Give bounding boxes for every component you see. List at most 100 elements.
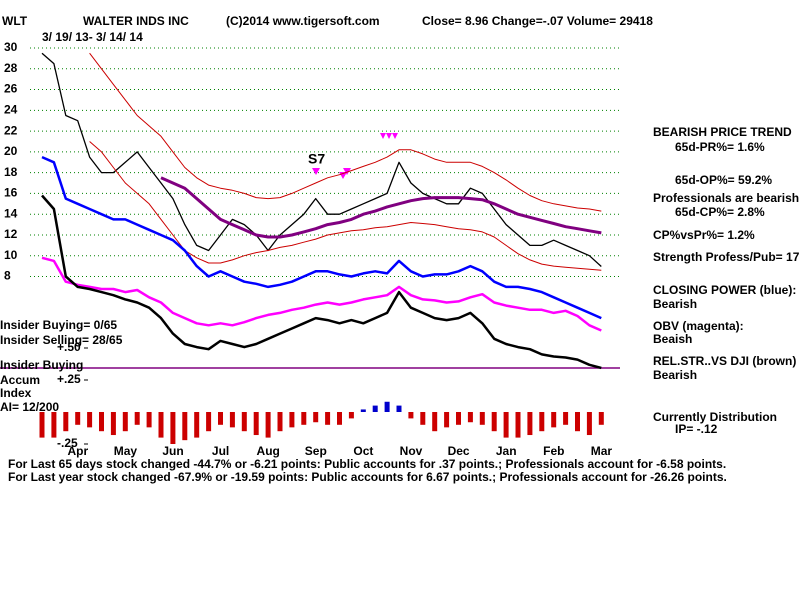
signal: S7	[308, 151, 325, 167]
x-tick-label: Jan	[496, 444, 517, 458]
right-note: 65d-CP%= 2.8%	[675, 205, 765, 219]
right-note: Bearish	[653, 368, 697, 382]
y-tick-label: 8	[4, 269, 11, 283]
x-tick-label: May	[114, 444, 138, 458]
x-tick-label: Jul	[212, 444, 229, 458]
ticker: WLT	[2, 14, 28, 28]
bar	[432, 412, 438, 432]
left-note: Insider Buying	[0, 358, 83, 372]
bar	[301, 412, 307, 425]
bar	[110, 412, 116, 436]
bar	[360, 409, 366, 412]
x-tick-label: Jun	[162, 444, 183, 458]
series-line	[41, 256, 602, 332]
y-tick-label: 26	[4, 82, 18, 96]
bar	[456, 412, 461, 425]
y-tick-label: 22	[4, 123, 18, 137]
bar	[313, 412, 319, 423]
right-note: REL.STR..VS DJI (brown)	[653, 354, 796, 368]
footer-note: For Last year stock changed -67.9% or -1…	[8, 470, 727, 484]
x-tick-label: Apr	[67, 444, 88, 458]
x-tick-label: Oct	[353, 444, 373, 458]
right-note: Beaish	[653, 332, 692, 346]
bar	[51, 412, 57, 438]
bar	[134, 412, 140, 425]
bar	[444, 412, 450, 428]
x-tick-label: Dec	[448, 444, 470, 458]
y-tick-label: 28	[4, 61, 18, 75]
bar	[503, 412, 509, 438]
bar	[551, 412, 557, 428]
signal-arrows	[312, 133, 398, 179]
right-note: BEARISH PRICE TREND	[653, 125, 792, 139]
series-line	[41, 52, 602, 267]
y-tick-label: 10	[4, 248, 18, 262]
bar	[253, 412, 259, 436]
right-note: Strength Profess/Pub= 17	[653, 250, 800, 264]
bar	[229, 412, 235, 428]
bar	[586, 412, 592, 436]
bar	[63, 412, 69, 432]
bar	[218, 412, 223, 425]
bar	[206, 412, 212, 432]
right-note: Currently Distribution	[653, 410, 777, 424]
bar	[194, 412, 200, 438]
y-tick-label: 12	[4, 227, 18, 241]
bar	[467, 412, 473, 423]
x-tick-label: Feb	[543, 444, 564, 458]
bar	[479, 412, 485, 425]
y-tick-label: -.25	[57, 436, 78, 450]
bar	[325, 412, 331, 425]
bar	[491, 412, 497, 432]
bar	[289, 412, 295, 428]
bar	[539, 412, 545, 432]
right-note: CLOSING POWER (blue):	[653, 283, 796, 297]
bar	[158, 412, 164, 438]
y-tick-label: 16	[4, 186, 18, 200]
series-line	[89, 141, 602, 271]
company: WALTER INDS INC	[83, 14, 189, 28]
footer-note: For Last 65 days stock changed -44.7% or…	[8, 457, 726, 471]
bar	[146, 412, 152, 428]
bar	[182, 412, 188, 441]
bar	[515, 412, 521, 438]
bar	[408, 412, 414, 419]
left-note: Index	[0, 386, 32, 400]
bar	[563, 412, 569, 425]
right-note: IP= -.12	[675, 422, 718, 436]
left-note: Accum	[0, 373, 40, 387]
right-note: 65d-OP%= 59.2%	[675, 173, 772, 187]
x-tick-label: Aug	[257, 444, 280, 458]
bar	[337, 412, 342, 425]
bar	[348, 412, 354, 419]
bar	[372, 405, 378, 412]
bar	[396, 405, 402, 412]
bar	[75, 412, 81, 425]
quote: Close= 8.96 Change=-.07 Volume= 29418	[422, 14, 653, 28]
date-range: 3/ 19/ 13- 3/ 14/ 14	[42, 30, 143, 44]
bar	[170, 412, 176, 444]
bar	[87, 412, 93, 428]
y-tick-label: +.25	[57, 372, 81, 386]
right-note: Bearish	[653, 297, 697, 311]
x-tick-label: Sep	[305, 444, 327, 458]
left-note: Insider Selling= 28/65	[0, 333, 123, 347]
y-tick-label: 20	[4, 144, 18, 158]
x-tick-label: Nov	[400, 444, 423, 458]
right-note: OBV (magenta):	[653, 319, 744, 333]
bar	[277, 412, 283, 432]
bar	[265, 412, 271, 438]
series-line	[41, 155, 602, 320]
y-tick-label: 14	[4, 206, 18, 220]
y-tick-label: 18	[4, 165, 18, 179]
series-line	[41, 194, 602, 370]
bar	[527, 412, 533, 436]
series-line	[89, 52, 602, 212]
bar	[39, 412, 45, 438]
left-note: Insider Buying= 0/65	[0, 318, 117, 332]
series-line	[160, 176, 602, 239]
right-note: Professionals are bearish	[653, 191, 799, 205]
bar	[384, 401, 390, 412]
y-tick-label: 30	[4, 40, 18, 54]
